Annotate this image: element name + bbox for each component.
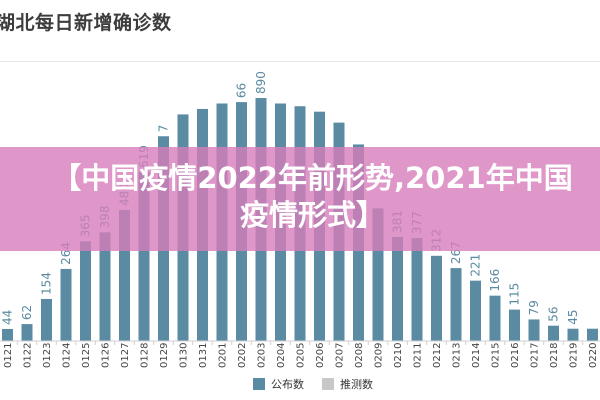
bar-0216	[509, 309, 520, 341]
overlay-banner: 【中国疫情2022年前形势,2021年中国疫情形式】	[0, 147, 600, 251]
x-tick-label-0212: 0212	[432, 343, 443, 368]
bar-0127	[119, 209, 130, 341]
legend-item-estimated[interactable]: 推测数	[322, 376, 373, 392]
bar-0217	[528, 319, 540, 341]
legend-label-published: 公布数	[271, 378, 304, 391]
x-tick-label-0202: 0202	[237, 343, 248, 368]
chart-title: 湖北每日新增确诊数	[0, 12, 172, 34]
x-tick-label-0208: 0208	[354, 343, 365, 368]
x-tick-label-0207: 0207	[335, 343, 346, 368]
value-label-0217: 79	[527, 300, 541, 315]
x-tick-label-0201: 0201	[218, 343, 229, 368]
x-tick-label-0125: 0125	[81, 343, 92, 368]
bar-0121	[2, 328, 13, 341]
legend-swatch-published	[253, 378, 265, 390]
bar-0219	[567, 328, 579, 341]
x-tick-label-0210: 0210	[393, 343, 404, 368]
value-label-0129: 7	[157, 125, 171, 133]
x-tick-label-0219: 0219	[569, 343, 580, 368]
title-divider	[0, 61, 600, 62]
bar-0125	[80, 241, 91, 341]
x-tick-label-0204: 0204	[276, 343, 287, 368]
x-tick-label-0218: 0218	[549, 343, 560, 368]
bar-0126	[99, 232, 111, 341]
x-tick-label-0128: 0128	[140, 343, 151, 368]
x-tick-label-0122: 0122	[23, 343, 34, 368]
bar-0122	[21, 324, 33, 341]
x-tick-label-0209: 0209	[374, 343, 385, 368]
bar-0214	[470, 280, 481, 341]
value-label-0122: 62	[20, 305, 34, 320]
bar-0215	[489, 295, 501, 341]
x-tick-label-0123: 0123	[42, 343, 53, 368]
x-tick-label-0220: 0220	[588, 343, 599, 368]
x-tick-label-0124: 0124	[62, 343, 73, 368]
bar-0209	[372, 208, 384, 341]
x-tick-label-0217: 0217	[530, 343, 541, 368]
bar-0218	[548, 325, 559, 341]
bar-0213	[450, 268, 462, 341]
value-label-0202: 66	[235, 83, 249, 98]
x-tick-label-0130: 0130	[179, 343, 190, 368]
x-tick-label-0211: 0211	[413, 343, 424, 368]
x-tick-label-0127: 0127	[120, 343, 131, 368]
value-label-0218: 56	[547, 306, 561, 321]
legend: 公布数 推测数	[0, 376, 600, 392]
x-tick-label-0214: 0214	[471, 343, 482, 368]
x-tick-label-0131: 0131	[198, 343, 209, 368]
x-tick-label-0129: 0129	[159, 343, 170, 368]
bar-0124	[60, 268, 72, 341]
bar-0128	[138, 172, 150, 341]
bar-0123	[41, 298, 52, 341]
legend-swatch-estimated	[322, 378, 334, 390]
x-tick-label-0206: 0206	[315, 343, 326, 368]
bar-0210	[392, 236, 403, 341]
value-label-0123: 154	[40, 272, 54, 295]
value-label-0121: 44	[1, 310, 15, 325]
x-tick-label-0216: 0216	[510, 343, 521, 368]
legend-label-estimated: 推测数	[340, 378, 373, 391]
value-label-0215: 166	[488, 269, 502, 292]
value-label-0219: 45	[566, 309, 580, 324]
x-tick-label-0126: 0126	[101, 343, 112, 368]
value-label-0214: 221	[469, 254, 483, 277]
x-tick-label-0215: 0215	[491, 343, 502, 368]
value-label-0216: 115	[508, 283, 522, 306]
x-tick-label-0203: 0203	[257, 343, 268, 368]
x-tick-label-0205: 0205	[296, 343, 307, 368]
bar-0211	[411, 238, 423, 341]
x-axis-ticks	[16, 341, 584, 345]
x-tick-label-0121: 0121	[3, 343, 14, 368]
banner-text: 【中国疫情2022年前形势,2021年中国疫情形式】	[52, 161, 573, 232]
x-axis-tick-labels: 0121 0122 0123 0124 0125 0126 0127 0128 0129 0130…	[3, 343, 599, 368]
bar-0212	[431, 255, 442, 341]
legend-item-published[interactable]: 公布数	[253, 376, 304, 392]
value-label-0203: 890	[254, 71, 268, 94]
bar-0220	[587, 328, 598, 341]
x-tick-label-0213: 0213	[452, 343, 463, 368]
